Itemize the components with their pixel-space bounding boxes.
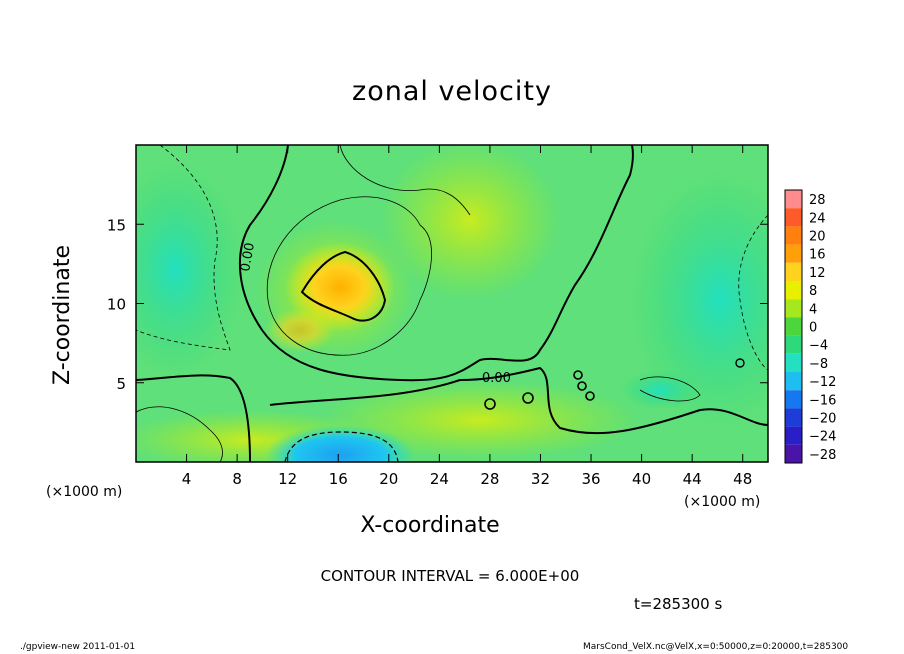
x-tick-label: 12 <box>278 470 297 488</box>
chart-title: zonal velocity <box>352 76 552 107</box>
x-unit-right: (×1000 m) <box>684 494 761 510</box>
colorbar-label: 20 <box>809 230 826 245</box>
x-tick-label: 20 <box>379 470 398 488</box>
colorbar-segment <box>785 299 802 318</box>
colorbar-label: −4 <box>809 339 828 354</box>
x-tick-label: 40 <box>632 470 651 488</box>
footer-left: ./gpview-new 2011-01-01 <box>20 642 136 652</box>
colorbar-segment <box>785 317 802 336</box>
colorbar-label: −20 <box>809 412 836 427</box>
colorbar-label: −28 <box>809 448 836 463</box>
y-axis-label: Z-coordinate <box>50 245 75 385</box>
colorbar-label: −8 <box>809 357 828 372</box>
colorbar-segment <box>785 444 802 463</box>
x-unit-left: (×1000 m) <box>46 484 123 500</box>
x-tick-label: 8 <box>232 470 242 488</box>
colorbar-label: 8 <box>809 284 817 299</box>
footer-right: MarsCond_VelX.nc@VelX,x=0:50000,z=0:2000… <box>583 642 849 652</box>
colorbar-segment <box>785 208 802 227</box>
x-tick-label: 24 <box>430 470 449 488</box>
x-tick-label: 48 <box>733 470 752 488</box>
colorbar-segment <box>785 390 802 409</box>
colorbar-segment <box>785 262 802 281</box>
x-tick-label: 44 <box>683 470 702 488</box>
colorbar-label: 16 <box>809 248 826 263</box>
colorbar-label: 24 <box>809 211 826 226</box>
contour-label: 0.00 <box>238 242 258 273</box>
x-axis-label: X-coordinate <box>360 513 500 538</box>
colorbar-segment <box>785 226 802 245</box>
colorbar-segment <box>785 281 802 300</box>
colorbar-label: 0 <box>809 321 817 336</box>
contour-label: 0.00 <box>482 371 511 386</box>
colorbar-label: −24 <box>809 430 836 445</box>
y-tick-label: 5 <box>116 375 126 393</box>
y-tick-label: 10 <box>107 296 126 314</box>
y-tick-label: 15 <box>107 216 126 234</box>
x-tick-label: 36 <box>581 470 600 488</box>
colorbar-label: 28 <box>809 193 826 208</box>
time-label: t=285300 s <box>634 595 723 613</box>
x-tick-label: 16 <box>329 470 348 488</box>
colorbar-label: 4 <box>809 302 817 317</box>
x-tick-label: 32 <box>531 470 550 488</box>
colorbar-segment <box>785 372 802 391</box>
colorbar-label: −16 <box>809 393 836 408</box>
colorbar-label: 12 <box>809 266 826 281</box>
colorbar-frame <box>784 189 803 464</box>
colorbar-segment <box>785 408 802 427</box>
colorbar-segment <box>785 353 802 372</box>
colorbar: 28 24 20 16 12 8 4 0 −4 −8 −12 −16 −20 −24 −28 <box>784 189 836 464</box>
contour-lines <box>136 145 768 462</box>
colorbar-label: −12 <box>809 375 836 390</box>
x-tick-label: 4 <box>182 470 192 488</box>
colorbar-segment <box>785 244 802 263</box>
x-tick-label: 28 <box>480 470 499 488</box>
velocity-field <box>136 145 768 462</box>
colorbar-segment <box>785 190 802 209</box>
contour-interval: CONTOUR INTERVAL = 6.000E+00 <box>320 567 580 585</box>
colorbar-segment <box>785 335 802 354</box>
colorbar-segment <box>785 426 802 445</box>
